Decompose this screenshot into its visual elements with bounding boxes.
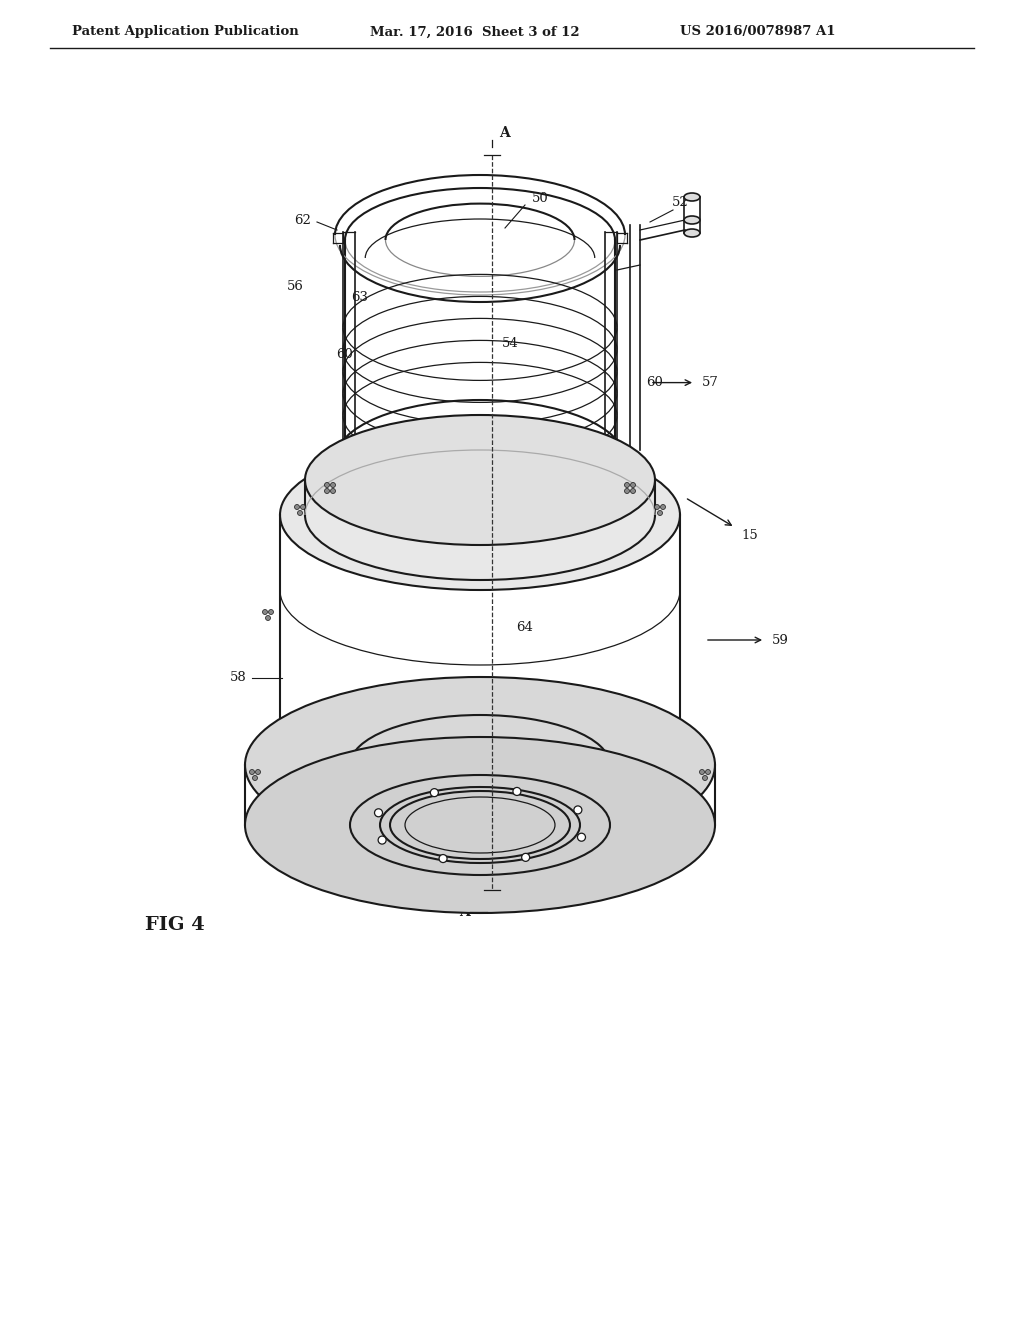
Ellipse shape: [280, 440, 680, 590]
Text: 60: 60: [646, 376, 664, 389]
Circle shape: [325, 483, 330, 487]
Text: A: A: [459, 906, 469, 919]
Text: 54: 54: [502, 337, 518, 350]
Circle shape: [295, 504, 299, 510]
Text: 76: 76: [372, 793, 388, 807]
Circle shape: [631, 488, 636, 494]
Text: 62: 62: [295, 214, 311, 227]
Circle shape: [265, 615, 270, 620]
Circle shape: [268, 610, 273, 615]
Ellipse shape: [305, 414, 655, 545]
Circle shape: [660, 504, 666, 510]
Circle shape: [702, 776, 708, 780]
Ellipse shape: [684, 193, 700, 201]
Circle shape: [625, 488, 630, 494]
Text: Patent Application Publication: Patent Application Publication: [72, 25, 299, 38]
Text: 64: 64: [516, 620, 534, 634]
Text: 59: 59: [771, 634, 788, 647]
Text: 60: 60: [337, 348, 353, 362]
Text: A: A: [499, 125, 509, 140]
Circle shape: [375, 809, 383, 817]
Circle shape: [439, 854, 447, 862]
Circle shape: [578, 833, 586, 841]
Text: US 2016/0078987 A1: US 2016/0078987 A1: [680, 25, 836, 38]
Circle shape: [300, 504, 305, 510]
Text: 56: 56: [287, 280, 303, 293]
Circle shape: [430, 788, 438, 797]
Ellipse shape: [684, 228, 700, 238]
Circle shape: [654, 504, 659, 510]
Text: 58: 58: [229, 671, 247, 684]
Text: 63: 63: [351, 290, 369, 304]
Circle shape: [699, 770, 705, 775]
Circle shape: [262, 610, 267, 615]
Circle shape: [325, 488, 330, 494]
Circle shape: [253, 776, 257, 780]
Circle shape: [573, 807, 582, 814]
Circle shape: [521, 853, 529, 862]
Circle shape: [378, 836, 386, 843]
Text: 57: 57: [701, 376, 719, 389]
Ellipse shape: [245, 737, 715, 913]
Circle shape: [250, 770, 255, 775]
Circle shape: [298, 511, 302, 516]
Circle shape: [331, 488, 336, 494]
Text: 15: 15: [741, 529, 759, 543]
Text: 61: 61: [486, 417, 504, 430]
Text: 76: 76: [502, 869, 518, 882]
Circle shape: [657, 511, 663, 516]
Circle shape: [625, 483, 630, 487]
Text: 52: 52: [672, 195, 688, 209]
Ellipse shape: [245, 677, 715, 853]
Text: FIG 4: FIG 4: [145, 916, 205, 935]
Circle shape: [513, 788, 521, 796]
Text: 62: 62: [492, 491, 509, 504]
Text: 76: 76: [582, 804, 598, 817]
Text: Mar. 17, 2016  Sheet 3 of 12: Mar. 17, 2016 Sheet 3 of 12: [370, 25, 580, 38]
Circle shape: [331, 483, 336, 487]
Circle shape: [631, 483, 636, 487]
Text: 50: 50: [531, 191, 549, 205]
Circle shape: [706, 770, 711, 775]
Ellipse shape: [684, 216, 700, 224]
Circle shape: [256, 770, 260, 775]
